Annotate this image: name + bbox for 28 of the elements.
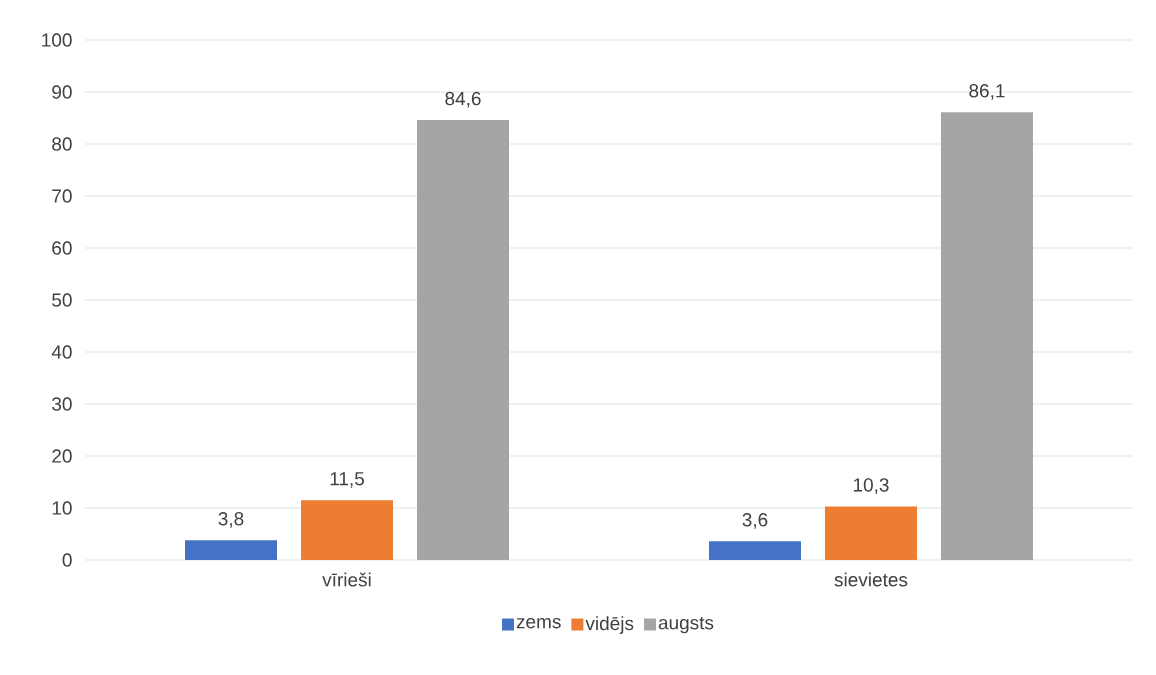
bar	[824, 506, 917, 560]
y-tick-label: 0	[62, 553, 72, 567]
y-tick-label: 90	[52, 85, 72, 99]
data-label: 3,8	[218, 512, 244, 528]
bar	[301, 500, 393, 560]
y-tick-label: 40	[51, 345, 72, 359]
data-label: 86,1	[969, 84, 1005, 100]
bar	[940, 112, 1033, 560]
data-label: 10,3	[853, 478, 889, 494]
bar	[417, 120, 509, 560]
bar	[708, 541, 801, 560]
y-tick-label: 20	[52, 449, 72, 463]
y-tick-label: 100	[42, 33, 72, 47]
x-tick-label: sievietes	[834, 572, 908, 587]
bar	[185, 540, 277, 560]
y-tick-label: 70	[52, 189, 72, 203]
data-label: 3,6	[742, 513, 768, 529]
y-tick-label: 30	[52, 397, 72, 411]
legend-label: zems	[516, 617, 561, 629]
y-tick-label: 50	[52, 293, 72, 307]
x-tick-label: vīrieši	[322, 572, 371, 587]
data-label: 11,5	[330, 472, 364, 488]
legend-label: vidējs	[585, 616, 634, 634]
data-label: 84,6	[445, 91, 481, 108]
y-tick-label: 10	[52, 501, 72, 515]
y-tick-label: 60	[52, 241, 72, 255]
y-tick-label: 80	[52, 137, 72, 151]
legend-label: augsts	[658, 616, 714, 634]
